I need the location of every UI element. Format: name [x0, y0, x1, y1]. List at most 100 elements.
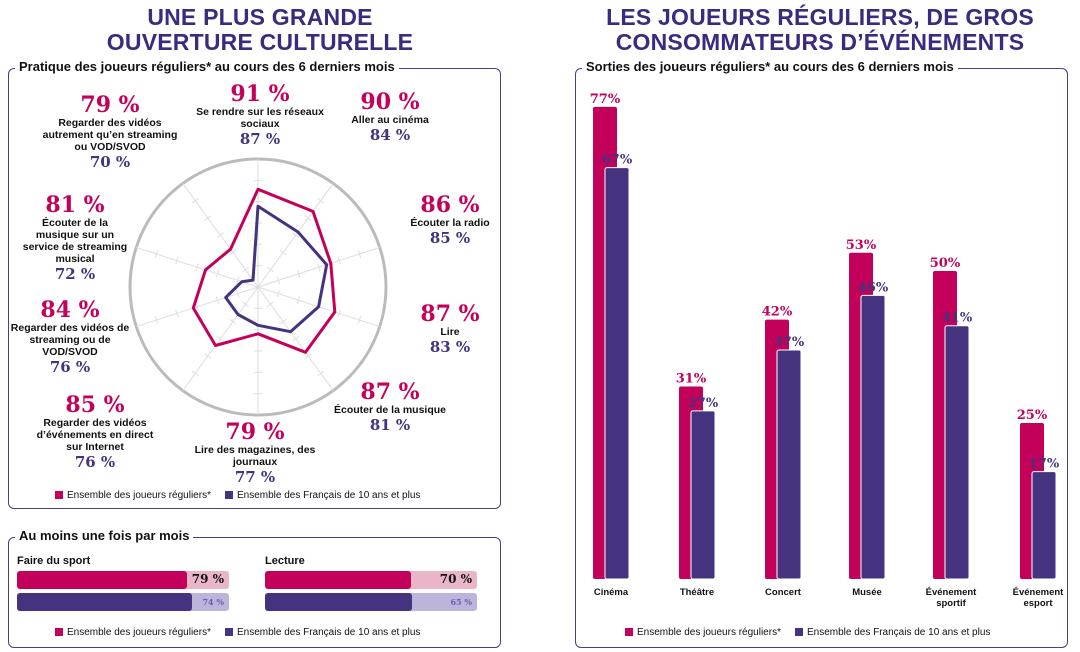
radar-label: 87 % Écouter de la musique 81 %: [320, 380, 460, 434]
bar-label-francais: 46%: [858, 280, 889, 295]
radar-category: Écouter de la musique: [333, 404, 447, 416]
radar-tick: [304, 215, 312, 221]
legend-item-francais: Ensemble des Français de 10 ans et plus: [794, 627, 991, 638]
radar-label: 85 % Regarder des vidéos d’événements en …: [30, 393, 160, 471]
radar-legend: Ensemble des joueurs réguliers* Ensemble…: [55, 490, 420, 501]
legend-item-francais: Ensemble des Français de 10 ans et plus: [224, 490, 421, 501]
radar-tick: [191, 370, 199, 377]
monthly-bar-track: 79 %: [17, 571, 229, 589]
radar-tick: [267, 266, 275, 273]
monthly-bar-value: 74 %: [202, 597, 224, 607]
monthly-bar-value: 79 %: [191, 572, 224, 586]
legend-item-joueurs: Ensemble des joueurs réguliers*: [55, 490, 211, 501]
radar-tick: [235, 289, 240, 298]
radar-tick: [154, 316, 159, 324]
radar-tick: [337, 256, 341, 265]
radar-tick: [317, 370, 325, 377]
radar-value-francais: 72 %: [54, 265, 96, 283]
legend-swatch: [224, 628, 233, 637]
monthly-category: Lecture: [265, 555, 305, 567]
radar-tick: [216, 336, 224, 342]
radar-value-francais: 85 %: [429, 229, 471, 247]
radar-category: Regarder des vidéos d’événements en dire…: [36, 417, 154, 453]
outings-legend: Ensemble des joueurs réguliers* Ensemble…: [625, 627, 990, 638]
radar-label: 79 % Regarder des vidéos autrement qu’en …: [40, 93, 180, 171]
radar-title: Pratique des joueurs réguliers* au cours…: [15, 59, 399, 74]
radar-category: Écouter la radio: [410, 217, 490, 229]
radar-label: 84 % Regarder des vidéos de streaming ou …: [10, 298, 130, 376]
radar-value-joueurs: 90 %: [360, 89, 420, 115]
radar-value-joueurs: 84 %: [40, 297, 100, 323]
monthly-bar-fill: [17, 571, 187, 589]
radar-tick: [154, 250, 159, 258]
legend-item-joueurs: Ensemble des joueurs réguliers*: [625, 627, 781, 638]
monthly-bar-value: 70 %: [439, 572, 472, 586]
radar-label: 87 % Lire 83 %: [395, 302, 505, 356]
bar-francais: [604, 167, 630, 580]
radar-value-francais: 77 %: [234, 468, 276, 486]
radar-value-joueurs: 86 %: [420, 192, 480, 218]
monthly-panel: Au moins une fois par mois: [8, 528, 501, 648]
radar-tick: [191, 197, 199, 204]
radar-value-francais: 70 %: [89, 153, 131, 171]
radar-tick: [317, 197, 325, 204]
radar-tick: [337, 309, 341, 318]
legend-label: Ensemble des joueurs réguliers*: [67, 490, 211, 501]
bar-category: Musée: [852, 587, 882, 598]
outings-title: Sorties des joueurs réguliers* au cours …: [582, 59, 958, 74]
radar-category: Écouter de la musique sur un service de …: [22, 217, 128, 265]
radar-tick: [204, 353, 212, 359]
radar-value-francais: 87 %: [239, 130, 281, 148]
radar-tick: [279, 318, 287, 325]
radar-tick: [267, 301, 275, 308]
radar-value-joueurs: 81 %: [45, 192, 105, 218]
legend-label: Ensemble des Français de 10 ans et plus: [236, 490, 421, 501]
radar-label: 81 % Écouter de la musique sur un service…: [20, 193, 130, 283]
legend-item-joueurs: Ensemble des joueurs réguliers*: [55, 627, 211, 638]
radar-series-francais: [224, 204, 329, 334]
bar-label-francais: 27%: [688, 396, 719, 411]
radar-tick: [279, 249, 287, 256]
radar-tick: [215, 296, 220, 305]
bar-category: Cinéma: [593, 587, 629, 598]
monthly-bar-fill: [265, 593, 412, 611]
radar-tick: [235, 276, 240, 285]
bar-label-joueurs: 42%: [762, 305, 793, 320]
bar-category: Théâtre: [679, 587, 715, 598]
radar-tick: [195, 263, 199, 272]
radar-label: 90 % Aller au cinéma 84 %: [335, 90, 445, 144]
radar-tick: [296, 269, 301, 278]
bar-francais: [1031, 471, 1057, 580]
bar-label-joueurs: 77%: [590, 92, 621, 107]
monthly-bar-track: 70 %: [265, 571, 477, 589]
legend-label: Ensemble des Français de 10 ans et plus: [236, 627, 421, 638]
radar-category: Lire des magazines, des journaux: [194, 444, 316, 468]
monthly-bar-value: 65 %: [450, 597, 472, 607]
bar-label-francais: 41%: [942, 311, 973, 326]
bar-category: Événement esport: [1012, 587, 1064, 609]
bar-francais: [690, 410, 716, 580]
legend-label: Ensemble des Français de 10 ans et plus: [806, 627, 991, 638]
radar-value-francais: 83 %: [429, 338, 471, 356]
legend-label: Ensemble des joueurs réguliers*: [637, 627, 781, 638]
radar-tick: [215, 269, 220, 278]
radar-series-joueurs: [191, 187, 337, 354]
radar-tick: [292, 336, 300, 342]
radar-category: Regarder des vidéos de streaming ou de V…: [10, 322, 130, 358]
bar-label-joueurs: 53%: [846, 238, 877, 253]
legend-label: Ensemble des joueurs réguliers*: [67, 627, 211, 638]
monthly-bar-fill: [265, 571, 411, 589]
radar-tick: [317, 263, 321, 272]
radar-label: 79 % Lire des magazines, des journaux 77 %: [185, 420, 325, 486]
radar-value-francais: 76 %: [74, 453, 116, 471]
legend-swatch: [55, 628, 63, 637]
bar-francais: [860, 294, 886, 580]
radar-tick: [216, 232, 224, 238]
legend-item-francais: Ensemble des Français de 10 ans et plus: [224, 627, 421, 638]
bar-category: Concert: [765, 587, 801, 598]
bar-label-joueurs: 31%: [676, 372, 707, 387]
radar-value-joueurs: 91 %: [230, 81, 290, 107]
radar-tick: [357, 316, 362, 324]
radar-value-joueurs: 85 %: [65, 392, 125, 418]
